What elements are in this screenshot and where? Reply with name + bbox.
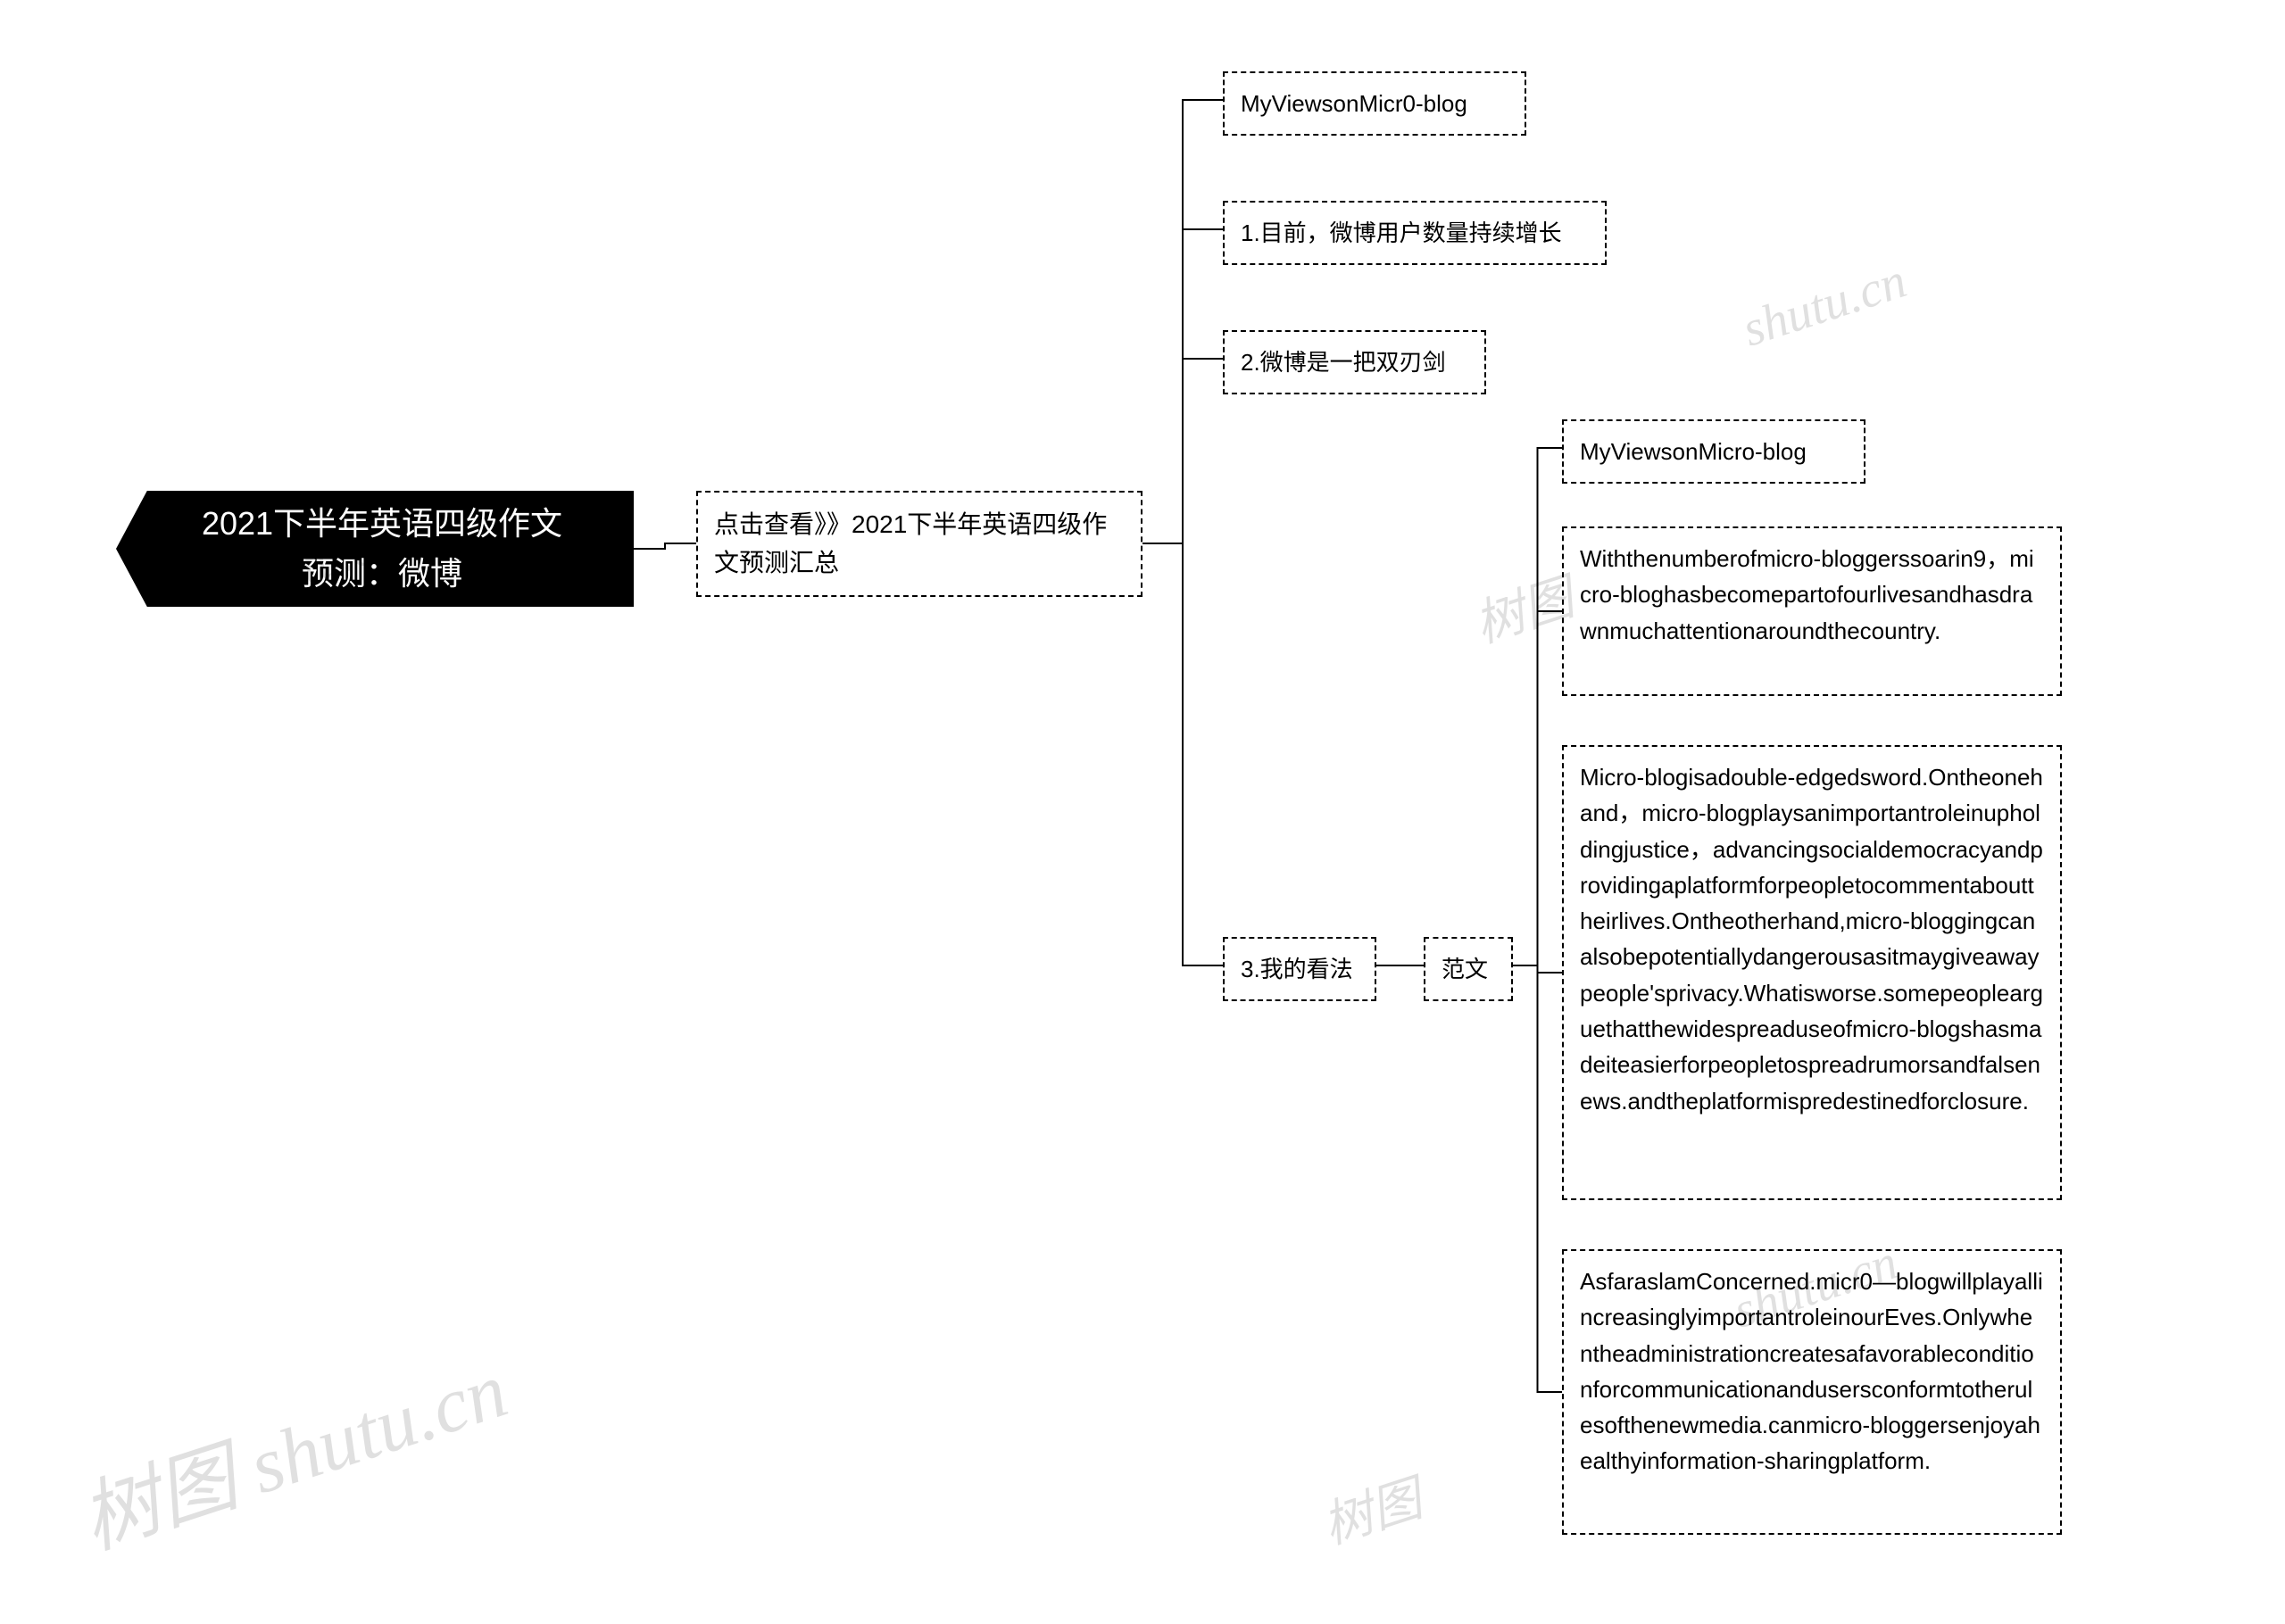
- watermark: 树图: [1312, 1459, 1430, 1559]
- item-point-1: 1.目前，微博用户数量持续增长: [1223, 201, 1607, 265]
- item-point-3: 3.我的看法: [1223, 937, 1376, 1001]
- item-title: MyViewsonMicr0-blog: [1223, 71, 1526, 136]
- sample-title: MyViewsonMicro-blog: [1562, 419, 1865, 484]
- sample-label: 范文: [1424, 937, 1513, 1001]
- sample-para-2: Micro-blogisadouble-edgedsword.Ontheoneh…: [1562, 745, 2062, 1200]
- summary-node[interactable]: 点击查看》》2021下半年英语四级作文预测汇总: [696, 491, 1142, 597]
- watermark: shutu.cn: [1736, 252, 1914, 358]
- item-point-2: 2.微博是一把双刃剑: [1223, 330, 1486, 394]
- sample-para-1: Withthenumberofmicro-bloggerssoarin9，mic…: [1562, 526, 2062, 696]
- watermark: 树图 shutu.cn: [64, 1327, 519, 1570]
